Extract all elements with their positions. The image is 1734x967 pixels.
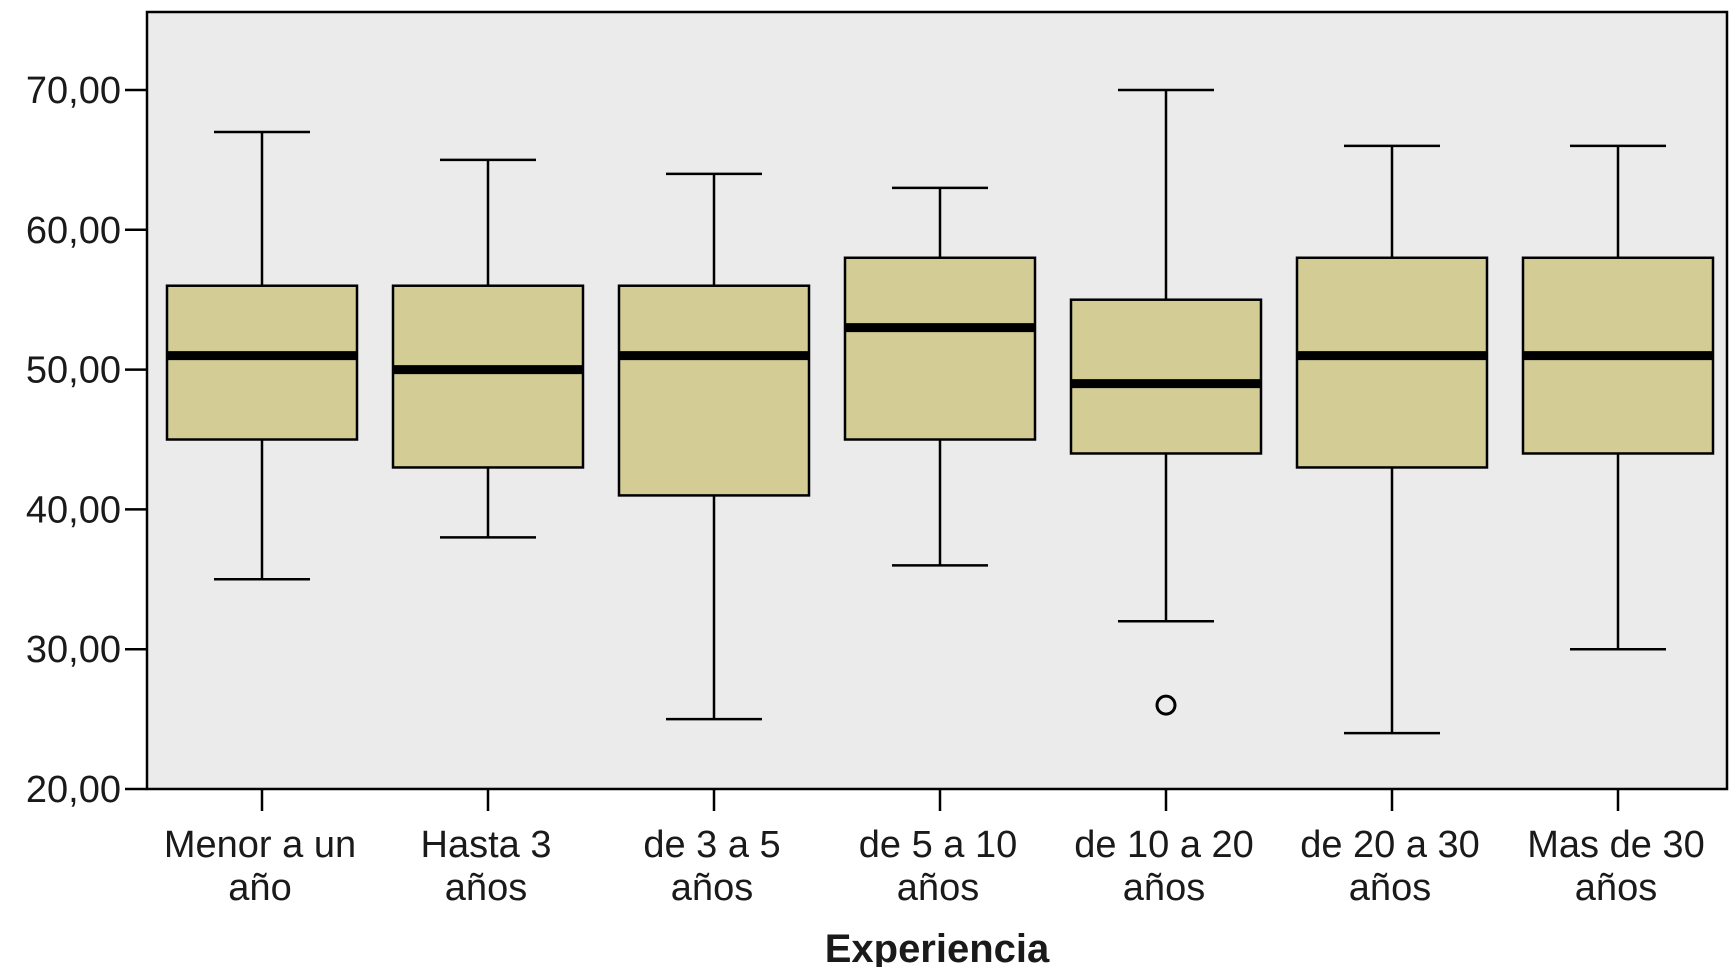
y-tick-label: 20,00: [26, 769, 121, 811]
box-group: [1069, 88, 1263, 716]
y-tick-label: 60,00: [26, 210, 121, 252]
x-category-label: de 5 a 10: [859, 824, 1017, 866]
iqr-box: [165, 284, 359, 441]
x-axis-title: Experiencia: [825, 927, 1050, 967]
outlier-point: [1155, 694, 1177, 716]
y-tick-label: 70,00: [26, 70, 121, 112]
x-category-label: años: [1123, 867, 1205, 909]
iqr-box: [1295, 256, 1489, 469]
box-group: [391, 158, 585, 539]
box-group: [843, 186, 1037, 567]
x-category-label: años: [897, 867, 979, 909]
x-category-label: Mas de 30: [1527, 824, 1704, 866]
x-category-label: años: [445, 867, 527, 909]
y-tick-label: 40,00: [26, 489, 121, 531]
box-group: [165, 130, 359, 581]
box-group: [1295, 144, 1489, 735]
iqr-box: [391, 284, 585, 469]
x-category-label: Menor a un: [164, 824, 356, 866]
box-group: [1521, 144, 1715, 651]
box-series: [165, 88, 1715, 735]
x-category-label: años: [1575, 867, 1657, 909]
y-tick-label: 30,00: [26, 629, 121, 671]
x-category-label: de 20 a 30: [1300, 824, 1480, 866]
y-axis: 20,00 30,00 40,00 50,00 60,00 70,00: [26, 70, 147, 811]
x-category-label: año: [228, 867, 291, 909]
iqr-box: [617, 284, 811, 497]
iqr-box: [1069, 298, 1263, 455]
x-category-label: de 10 a 20: [1074, 824, 1254, 866]
x-category-label: Hasta 3: [421, 824, 552, 866]
box-group: [617, 172, 811, 721]
x-category-label: años: [671, 867, 753, 909]
x-category-label: de 3 a 5: [643, 824, 780, 866]
y-tick-label: 50,00: [26, 350, 121, 392]
x-category-label: años: [1349, 867, 1431, 909]
iqr-box: [843, 256, 1037, 441]
